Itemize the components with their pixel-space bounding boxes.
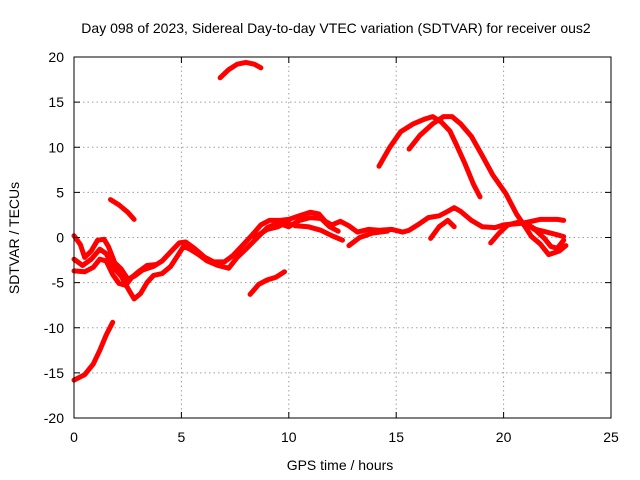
y-tick-label: -20 [44, 410, 64, 426]
y-tick-label: 5 [56, 184, 64, 200]
chart-title: Day 098 of 2023, Sidereal Day-to-day VTE… [81, 20, 591, 36]
series-track-e [108, 197, 137, 222]
grid [74, 57, 611, 418]
y-tick-label: 15 [48, 94, 64, 110]
y-tick-label: -5 [52, 275, 65, 291]
series-track-d [71, 256, 159, 288]
x-tick-label: 20 [496, 429, 512, 445]
series-track-o [522, 220, 567, 240]
x-tick-label: 15 [388, 429, 404, 445]
x-tick-label: 5 [178, 429, 186, 445]
y-tick-label: 20 [48, 49, 64, 65]
series-track-f [217, 59, 264, 81]
x-axis-title: GPS time / hours [287, 457, 394, 473]
tick-labels: 0 5 10 15 20 25 -20 -15 -10 -5 0 5 10 15 20 [44, 49, 619, 445]
series-track-g [247, 269, 287, 297]
x-tick-label: 10 [281, 429, 297, 445]
y-tick-label: 10 [48, 139, 64, 155]
series-track-m [428, 217, 457, 241]
series-track-i [292, 223, 345, 243]
ticks [73, 56, 612, 419]
series-track-c [71, 215, 341, 302]
x-tick-label: 25 [603, 429, 619, 445]
series-track-a [71, 319, 116, 383]
y-tick-label: 0 [56, 230, 64, 246]
series-track-j [346, 228, 391, 249]
y-tick-label: -15 [44, 365, 64, 381]
y-tick-label: -10 [44, 320, 64, 336]
series-track-h [251, 218, 292, 240]
series-track-l [406, 114, 569, 258]
y-axis-title: SDTVAR / TECUs [6, 182, 22, 294]
x-tick-label: 0 [70, 429, 78, 445]
series-group [71, 59, 569, 383]
